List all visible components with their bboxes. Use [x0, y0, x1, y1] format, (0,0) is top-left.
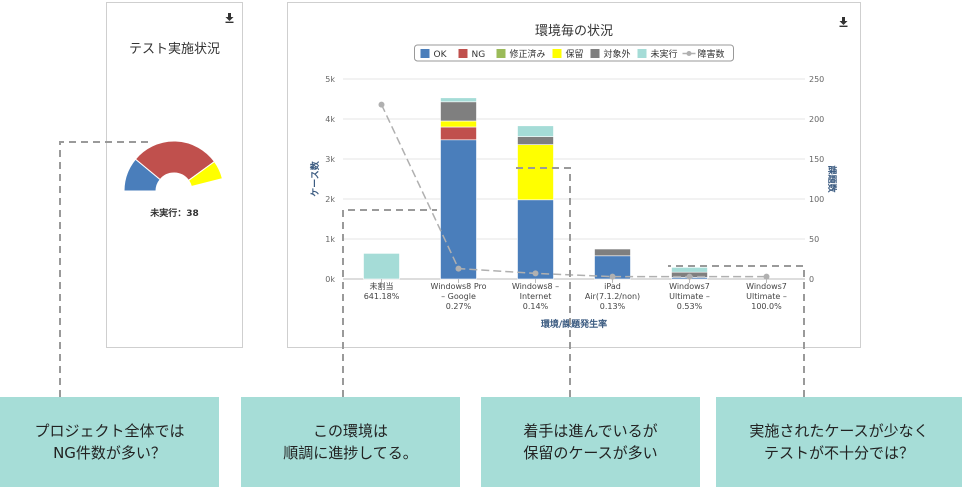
- download-icon[interactable]: [225, 13, 234, 23]
- callout-insufficient: 実施されたケースが少なく テストが不十分では？: [716, 397, 962, 487]
- y2-axis-title: 課題数: [826, 165, 838, 193]
- callout-on-track: この環境は 順調に進捗してる。: [241, 397, 460, 487]
- legend-item[interactable]: 未実行: [637, 48, 678, 60]
- gauge-caption: 未実行：38: [150, 209, 199, 219]
- legend-label: 障害数: [698, 48, 725, 60]
- legend-swatch: [637, 49, 647, 58]
- callout-line: 着手は進んでいるが: [523, 422, 658, 440]
- legend-item[interactable]: 対象外: [590, 48, 631, 60]
- legend-item[interactable]: 修正済み: [496, 48, 546, 60]
- x-tick-label: 0.53%: [677, 302, 703, 311]
- x-tick-label: 0.13%: [600, 302, 626, 311]
- legend-swatch: [590, 49, 600, 58]
- x-tick-label: 0.14%: [523, 302, 549, 311]
- y2-tick-label: 250: [809, 75, 824, 84]
- bar-segment-未実行[interactable]: [363, 253, 400, 280]
- legend-swatch: [552, 49, 562, 58]
- y2-tick-label: 150: [809, 155, 824, 164]
- legend-item[interactable]: 保留: [552, 48, 584, 60]
- line-point[interactable]: [609, 273, 616, 280]
- legend-marker: [686, 51, 692, 56]
- x-axis-title: 環境/課題発生率: [541, 318, 607, 330]
- y-tick-label: 1k: [325, 235, 335, 244]
- x-tick-label: Air(7.1.2/non): [585, 292, 640, 301]
- callout-line: 保留のケースが多い: [523, 444, 658, 462]
- gauge-segment-2: [187, 160, 224, 188]
- legend-label: NG: [472, 50, 486, 60]
- gauge-chart: [123, 140, 224, 192]
- legend-label: 対象外: [604, 48, 631, 60]
- callout-line: 実施されたケースが少なく: [749, 422, 929, 440]
- x-tick-label: Windows7: [669, 282, 710, 291]
- y-tick-label: 0k: [325, 275, 335, 284]
- y-tick-label: 3k: [325, 155, 335, 164]
- gauge-panel: テスト実施状況 未実行：38: [106, 2, 243, 348]
- legend-label: OK: [434, 50, 448, 60]
- callout-line: この環境は: [312, 422, 388, 440]
- x-tick-label: Ultimate –: [746, 292, 787, 301]
- connector-win7: [668, 265, 805, 397]
- bar-segment-保留[interactable]: [517, 144, 554, 201]
- x-tick-label: Windows7: [746, 282, 787, 291]
- connector-win8pro: [342, 209, 437, 397]
- bar-segment-未実行[interactable]: [517, 125, 554, 137]
- connector-gauge: [59, 141, 150, 397]
- x-tick-label: 100.0%: [751, 302, 782, 311]
- callout-project-ng: プロジェクト全体では NG件数が多い？: [0, 397, 219, 487]
- download-icon[interactable]: [839, 17, 848, 27]
- y2-tick-label: 0: [809, 275, 814, 284]
- bar-segment-OK[interactable]: [440, 139, 477, 280]
- callout-line: テストが不十分では？: [763, 444, 914, 462]
- legend-item[interactable]: NG: [458, 49, 486, 60]
- chart-title: 環境毎の状況: [535, 23, 613, 39]
- chart-panel: 環境毎の状況 OK NG 修正済み 保留 対象外 未実行 障害数 0k 1k 2k 3k 4k 5k 0 50…: [287, 2, 861, 348]
- legend-swatch: [458, 49, 468, 58]
- x-tick-label: iPad: [604, 282, 621, 291]
- legend-frame: [414, 44, 734, 62]
- legend: OK NG 修正済み 保留 対象外 未実行 障害数: [414, 44, 734, 62]
- stacked-bar-chart: 環境毎の状況 OK NG 修正済み 保留 対象外 未実行 障害数 0k 1k 2k 3k 4k 5k 0 50…: [309, 23, 838, 330]
- line-series-defects: [380, 104, 767, 278]
- line-point[interactable]: [532, 270, 539, 277]
- y2-tick-label: 200: [809, 115, 824, 124]
- legend-swatch: [420, 49, 430, 58]
- bar-segment-OK[interactable]: [517, 199, 554, 280]
- callout-line: 順調に進捗してる。: [283, 444, 418, 462]
- legend-label: 未実行: [651, 48, 678, 60]
- line-point[interactable]: [455, 265, 462, 272]
- y-tick-label: 2k: [325, 195, 335, 204]
- y2-tick-label: 100: [809, 195, 824, 204]
- x-tick-label: 641.18%: [364, 292, 400, 301]
- x-tick-label: Windows8 –: [512, 282, 559, 291]
- legend-item[interactable]: OK: [420, 49, 448, 60]
- line-point[interactable]: [686, 273, 693, 280]
- bar-segment-未実行[interactable]: [440, 97, 477, 103]
- y-tick-label: 5k: [325, 75, 335, 84]
- y-axis-title: ケース数: [309, 160, 321, 197]
- x-tick-label: Windows8 Pro: [430, 282, 486, 291]
- gauge-title: テスト実施状況: [128, 42, 220, 57]
- legend-label: 保留: [566, 48, 584, 60]
- y-tick-label: 4k: [325, 115, 335, 124]
- legend-label: 修正済み: [510, 48, 546, 60]
- x-tick-label: Internet: [520, 292, 552, 301]
- callout-on-hold: 着手は進んでいるが 保留のケースが多い: [481, 397, 700, 487]
- callout-line: プロジェクト全体では: [34, 422, 185, 440]
- x-tick-label: Ultimate –: [669, 292, 710, 301]
- y2-tick-label: 50: [809, 235, 819, 244]
- line-point[interactable]: [763, 273, 770, 280]
- line-point[interactable]: [378, 101, 385, 108]
- legend-item[interactable]: 障害数: [682, 48, 725, 60]
- legend-swatch: [496, 49, 506, 58]
- connector-win8ie: [514, 167, 571, 397]
- x-tick-label: 0.27%: [446, 302, 472, 311]
- bar-segment-対象外[interactable]: [594, 248, 631, 257]
- bar-segment-未実行[interactable]: [671, 267, 708, 273]
- x-tick-label: – Google: [441, 292, 476, 301]
- callout-line: NG件数が多い？: [53, 444, 166, 462]
- gauge-segment-1: [134, 140, 216, 182]
- x-tick-label: 未割当: [370, 281, 394, 291]
